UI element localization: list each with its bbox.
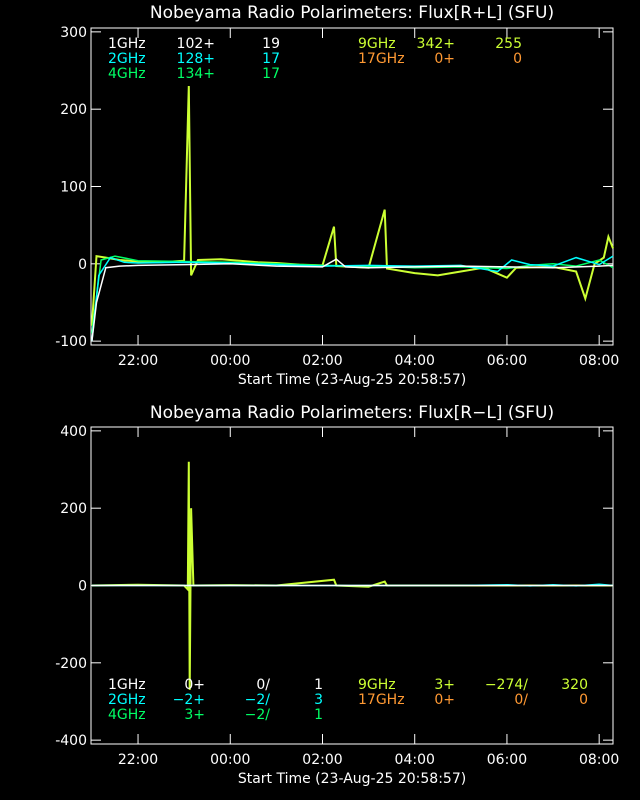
x-axis: 22:00 00:00 02:00 04:00 06:00 08:00 [118,28,619,369]
y-tick-label: 200 [60,102,87,118]
legend-freq: 17GHz [358,692,405,708]
y-tick-label: 100 [60,180,87,196]
y-tick-label: -400 [55,733,87,749]
legend-mean: 3+ [434,677,455,693]
x-tick-label: 22:00 [118,752,158,768]
series-line-9ghz [91,461,613,690]
legend-sd: 0 [513,51,522,67]
legend-freq: 2GHz [108,51,146,67]
series-group [91,461,614,690]
x-tick-label: 06:00 [487,752,527,768]
legend-sd: 1 [314,677,323,693]
legend-sd: 0 [579,692,588,708]
y-axis: -100 0 100 200 300 [55,25,613,350]
x-tick-label: 08:00 [579,353,619,369]
series-group [90,85,614,342]
y-tick-label: -100 [55,334,87,350]
legend-freq: 2GHz [108,692,146,708]
legend-mean: 3+ [184,707,205,723]
legend-freq: 1GHz [108,677,146,693]
legend-mean: 0+ [434,51,455,67]
x-tick-label: 00:00 [210,752,250,768]
x-axis-label: Start Time (23-Aug-25 20:58:57) [238,372,466,388]
legend-sd: 1 [314,707,323,723]
chart-rl-diff: Nobeyama Radio Polarimeters: Flux[R−L] (… [55,403,619,787]
legend-sd: 255 [495,36,522,52]
y-tick-label: 0 [78,579,87,595]
series-line-9ghz [90,85,614,326]
x-tick-label: 04:00 [395,353,435,369]
x-axis-label: Start Time (23-Aug-25 20:58:57) [238,771,466,787]
y-tick-label: 300 [60,25,87,41]
y-axis: -400 -200 0 200 400 [55,424,613,749]
legend-ratio: −274/ [485,677,528,693]
legend-sd: 320 [561,677,588,693]
legend: 1GHz 0+ 0/1 2GHz −2+ −2/3 4GHz 3+ −2/1 9GHz 3+ −274… [108,677,588,723]
series-line-1ghz [91,258,614,342]
y-tick-label: 0 [78,257,87,273]
x-tick-label: 08:00 [579,752,619,768]
y-tick-label: 400 [60,424,87,440]
legend-freq: 9GHz [358,36,396,52]
legend-ratio: 0/ [256,677,270,693]
x-tick-label: 04:00 [395,752,435,768]
legend: 1GHz 102+ 19 2GHz 128+ 17 4GHz 134+ 17 9GHz 342+ 25… [108,36,522,82]
legend-freq: 4GHz [108,707,146,723]
y-tick-label: -200 [55,656,87,672]
legend-ratio: −2/ [245,707,271,723]
x-axis: 22:00 00:00 02:00 04:00 06:00 08:00 [118,427,619,768]
legend-sd: 17 [262,51,280,67]
legend-sd: 19 [262,36,280,52]
legend-freq: 9GHz [358,677,396,693]
legend-mean: 342+ [417,36,455,52]
legend-mean: 0+ [434,692,455,708]
x-tick-label: 02:00 [302,752,342,768]
legend-mean: 102+ [177,36,215,52]
legend-freq: 17GHz [358,51,405,67]
legend-ratio: −2/ [245,692,271,708]
plot-frame [90,27,614,346]
x-tick-label: 06:00 [487,353,527,369]
y-tick-label: 200 [60,501,87,517]
x-tick-label: 02:00 [302,353,342,369]
series-line-2ghz [91,255,614,342]
legend-mean: 128+ [177,51,215,67]
legend-ratio: 0/ [514,692,528,708]
legend-freq: 4GHz [108,66,146,82]
legend-sd: 3 [314,692,323,708]
chart-title: Nobeyama Radio Polarimeters: Flux[R+L] (… [150,3,554,23]
legend-sd: 17 [262,66,280,82]
legend-mean: −2+ [173,692,205,708]
legend-mean: 0+ [184,677,205,693]
x-tick-label: 22:00 [118,353,158,369]
x-tick-label: 00:00 [210,353,250,369]
chart-rl-sum: Nobeyama Radio Polarimeters: Flux[R+L] (… [55,3,619,388]
legend-mean: 134+ [177,66,215,82]
chart-title: Nobeyama Radio Polarimeters: Flux[R−L] (… [150,403,554,423]
legend-freq: 1GHz [108,36,146,52]
